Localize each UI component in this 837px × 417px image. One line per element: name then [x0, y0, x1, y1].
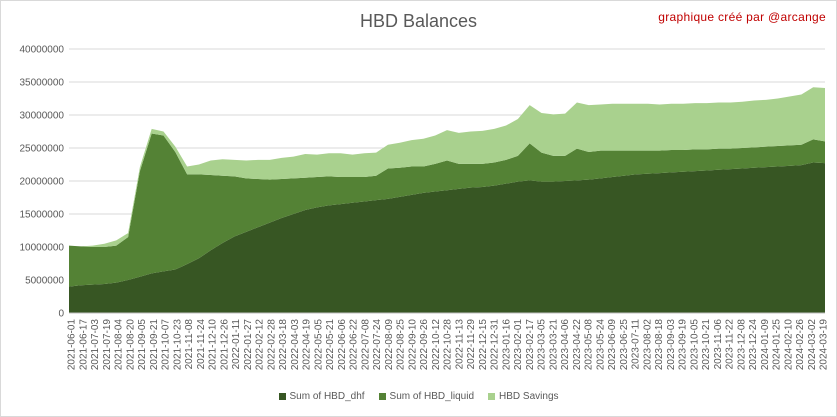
x-tick-label: 2023-02-17 — [525, 319, 536, 371]
x-tick-label: 2023-04-06 — [560, 319, 571, 371]
x-tick-label: 2022-08-25 — [396, 319, 407, 371]
x-tick-label: 2022-09-10 — [407, 319, 418, 371]
x-tick-label: 2023-10-05 — [689, 319, 700, 371]
x-tick-label: 2023-11-06 — [713, 319, 724, 370]
x-tick-label: 2023-08-18 — [654, 319, 665, 371]
legend-swatch-savings — [488, 393, 496, 400]
x-tick-label: 2021-08-20 — [125, 319, 136, 371]
y-tick-label: 20000000 — [20, 177, 65, 188]
x-tick-label: 2022-08-09 — [384, 319, 395, 371]
x-tick-label: 2023-08-02 — [642, 319, 653, 371]
legend-item-liquid: Sum of HBD_liquid — [378, 391, 475, 402]
x-tick-label: 2023-09-19 — [678, 319, 689, 371]
y-tick-label: 40000000 — [20, 45, 65, 56]
y-tick-label: 35000000 — [20, 78, 65, 89]
area-series-0 — [69, 162, 825, 313]
x-tick-label: 2023-05-08 — [584, 319, 595, 371]
x-tick-label: 2023-02-01 — [513, 319, 524, 371]
x-tick-label: 2021-09-21 — [149, 319, 160, 371]
x-tick-label: 2021-07-03 — [90, 319, 101, 371]
x-tick-label: 2024-01-09 — [760, 319, 771, 371]
legend-swatch-liquid — [378, 393, 386, 400]
x-tick-label: 2022-02-12 — [255, 319, 266, 371]
x-tick-label: 2022-05-21 — [325, 319, 336, 371]
x-tick-label: 2021-12-10 — [208, 319, 219, 371]
x-tick-label: 2022-05-05 — [313, 319, 324, 371]
x-tick-label: 2022-04-03 — [290, 319, 301, 371]
x-tick-label: 2022-07-08 — [360, 319, 371, 371]
y-tick-label: 10000000 — [20, 243, 65, 254]
x-tick-label: 2022-10-12 — [431, 319, 442, 371]
x-tick-label: 2021-09-05 — [137, 319, 148, 371]
x-tick-label: 2022-10-28 — [443, 319, 454, 371]
x-tick-label: 2022-09-26 — [419, 319, 430, 371]
y-tick-label: 30000000 — [20, 111, 65, 122]
x-tick-label: 2022-01-11 — [231, 319, 242, 370]
x-tick-label: 2021-10-07 — [161, 319, 172, 371]
chart-title: HBD Balances — [359, 11, 478, 31]
x-tick-label: 2023-09-03 — [666, 319, 677, 371]
x-tick-label: 2021-06-01 — [67, 319, 78, 371]
x-tick-label: 2022-12-15 — [478, 319, 489, 371]
x-tick-label: 2023-03-21 — [548, 319, 559, 371]
y-tick-label: 5000000 — [25, 276, 64, 287]
x-tick-label: 2022-03-18 — [278, 319, 289, 371]
x-tick-label: 2021-11-08 — [184, 319, 195, 370]
x-tick-label: 2023-07-11 — [631, 319, 642, 370]
legend-label-savings: HBD Savings — [499, 391, 559, 402]
legend-label-liquid: Sum of HBD_liquid — [389, 391, 475, 402]
x-tick-label: 2022-06-06 — [337, 319, 348, 371]
x-tick-label: 2023-06-09 — [607, 319, 618, 371]
x-tick-label: 2023-04-22 — [572, 319, 583, 371]
x-tick-label: 2021-12-26 — [219, 319, 230, 371]
x-tick-label: 2023-06-25 — [619, 319, 630, 371]
x-tick-label: 2022-11-13 — [454, 319, 465, 370]
area-series-2 — [69, 87, 825, 247]
x-tick-label: 2022-11-29 — [466, 319, 477, 370]
legend-item-dhf: Sum of HBD_dhf — [278, 391, 365, 402]
y-tick-label: 15000000 — [20, 210, 65, 221]
x-tick-label: 2024-02-10 — [783, 319, 794, 371]
x-tick-label: 2023-01-16 — [501, 319, 512, 371]
x-tick-label: 2022-04-19 — [302, 319, 313, 371]
y-tick-label: 0 — [58, 309, 64, 320]
x-tick-label: 2021-06-17 — [78, 319, 89, 371]
x-tick-label: 2022-12-31 — [490, 319, 501, 371]
x-tick-label: 2023-05-24 — [595, 319, 606, 371]
area-series-1 — [69, 133, 825, 287]
x-tick-label: 2024-03-19 — [819, 319, 830, 371]
legend-swatch-dhf — [278, 393, 286, 400]
x-tick-label: 2021-07-19 — [102, 319, 113, 371]
x-tick-label: 2024-01-25 — [772, 319, 783, 371]
legend-label-dhf: Sum of HBD_dhf — [289, 391, 365, 402]
x-tick-label: 2024-03-02 — [807, 319, 818, 371]
x-tick-label: 2022-01-27 — [243, 319, 254, 371]
x-tick-label: 2023-12-08 — [736, 319, 747, 371]
x-tick-label: 2023-10-21 — [701, 319, 712, 371]
x-tick-label: 2023-03-05 — [537, 319, 548, 371]
chart-credit: graphique créé par @arcange — [658, 10, 826, 24]
x-tick-label: 2023-11-22 — [725, 319, 736, 370]
y-tick-label: 25000000 — [20, 144, 65, 155]
chart-legend: Sum of HBD_dhf Sum of HBD_liquid HBD Sav… — [1, 391, 836, 402]
x-tick-label: 2021-11-24 — [196, 319, 207, 370]
x-tick-label: 2022-02-28 — [266, 319, 277, 371]
x-tick-label: 2021-10-23 — [172, 319, 183, 371]
x-tick-label: 2022-07-24 — [372, 319, 383, 371]
legend-item-savings: HBD Savings — [488, 391, 559, 402]
x-tick-label: 2023-12-24 — [748, 319, 759, 371]
x-tick-label: 2022-06-22 — [349, 319, 360, 371]
x-tick-label: 2024-02-26 — [795, 319, 806, 371]
x-tick-label: 2021-08-04 — [114, 319, 125, 371]
